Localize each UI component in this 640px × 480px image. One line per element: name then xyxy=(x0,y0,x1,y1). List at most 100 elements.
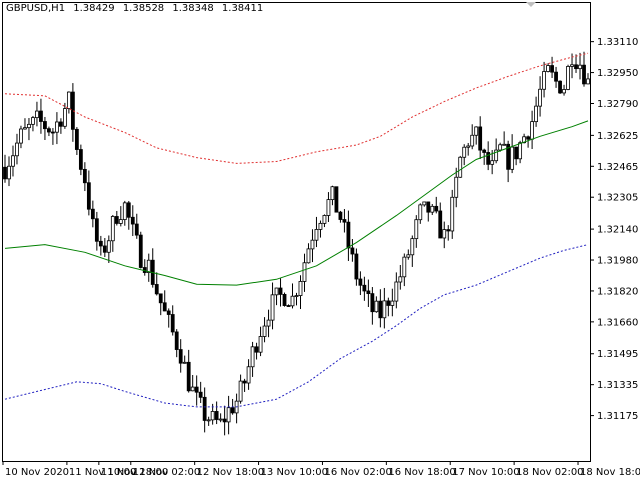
candle xyxy=(586,73,590,85)
candle-body xyxy=(470,134,475,147)
candle-body xyxy=(266,319,271,327)
candle xyxy=(146,253,151,282)
candle xyxy=(530,110,534,150)
candle-body xyxy=(290,295,295,307)
candle-body xyxy=(562,89,566,94)
candle xyxy=(578,52,582,80)
candle xyxy=(118,206,123,227)
y-tick-label: 1.32305 xyxy=(597,193,638,204)
y-tick-label: 1.31335 xyxy=(597,380,638,391)
candle-body xyxy=(262,325,267,337)
candle xyxy=(402,253,407,287)
candle xyxy=(31,115,35,132)
candle xyxy=(330,185,335,206)
candle-body xyxy=(59,121,63,127)
candle-body xyxy=(174,331,179,350)
candle xyxy=(66,91,71,114)
candle xyxy=(538,76,542,117)
candle-body xyxy=(78,149,83,170)
y-tick-label: 1.31660 xyxy=(597,317,638,328)
candle xyxy=(374,296,379,313)
candle xyxy=(422,201,427,207)
candle-body xyxy=(494,149,499,162)
candle xyxy=(322,214,327,228)
candle xyxy=(338,210,343,223)
candle-body xyxy=(362,284,367,292)
chart-header: GBPUSD,H1 1.38429 1.38528 1.38348 1.3841… xyxy=(6,3,268,14)
candle-body xyxy=(90,208,95,220)
candle xyxy=(186,349,191,393)
candle-body xyxy=(530,121,534,140)
y-tick-label: 1.32465 xyxy=(597,162,638,173)
candle xyxy=(218,413,223,423)
candle-body xyxy=(462,146,467,158)
scroll-marker-icon[interactable] xyxy=(526,2,536,7)
candle xyxy=(150,248,155,288)
candle-body xyxy=(510,146,515,170)
candle-body xyxy=(170,314,175,333)
x-tick-label: 12 Nov 18:00 xyxy=(197,467,264,478)
candle-body xyxy=(554,71,558,82)
candle xyxy=(162,290,167,312)
candle-body xyxy=(342,219,347,223)
candle xyxy=(90,200,95,228)
x-tick-label: 18 Nov 18:00 xyxy=(580,467,640,478)
candle xyxy=(410,235,415,267)
candle-body xyxy=(186,361,191,392)
candle xyxy=(110,214,115,252)
candle xyxy=(462,144,467,166)
candle-body xyxy=(94,218,99,242)
candle-body xyxy=(438,210,443,239)
candle-body xyxy=(322,215,327,224)
candle xyxy=(470,124,475,150)
candle xyxy=(294,292,299,306)
candle xyxy=(106,235,111,264)
candle xyxy=(130,205,135,237)
y-tick-label: 1.32790 xyxy=(597,99,638,110)
candle xyxy=(362,276,367,301)
candle xyxy=(438,202,443,239)
candle-body xyxy=(23,127,27,130)
candle-body xyxy=(198,391,203,398)
candle xyxy=(70,83,75,142)
candle-body xyxy=(570,64,574,67)
candle xyxy=(234,393,239,424)
x-tick-label: 13 Nov 10:00 xyxy=(261,467,328,478)
candle-body xyxy=(202,396,207,421)
price-axis[interactable]: 1.33110 1.32950 1.32790 1.32625 1.32465 1.323… xyxy=(590,37,638,422)
candle-body xyxy=(214,411,219,420)
candle-body xyxy=(102,245,107,253)
candle-body xyxy=(146,259,151,273)
candle xyxy=(27,118,31,141)
candle-body xyxy=(366,290,371,295)
candle xyxy=(342,208,347,233)
candle-body xyxy=(15,142,19,157)
candle-body xyxy=(474,126,479,136)
candle xyxy=(250,341,255,377)
candle-body xyxy=(478,126,483,151)
candle xyxy=(194,375,199,406)
candle xyxy=(278,278,283,307)
candle-body xyxy=(498,144,503,151)
candle-body xyxy=(542,71,546,90)
candle xyxy=(19,125,23,149)
candle-body xyxy=(582,64,586,85)
candle xyxy=(198,381,203,403)
candle-body xyxy=(230,407,235,414)
candle xyxy=(274,287,279,306)
candle xyxy=(474,126,479,145)
open-price: 1.38429 xyxy=(73,3,115,14)
candle-body xyxy=(338,211,343,220)
candle-body xyxy=(546,65,550,72)
candle xyxy=(562,84,566,96)
candle xyxy=(382,287,387,329)
candle xyxy=(86,170,91,216)
candle-body xyxy=(526,136,531,140)
candle-body xyxy=(282,293,287,306)
candle-body xyxy=(134,223,139,236)
candle xyxy=(502,131,507,146)
candle-body xyxy=(246,366,251,384)
y-tick-label: 1.33110 xyxy=(597,37,638,48)
